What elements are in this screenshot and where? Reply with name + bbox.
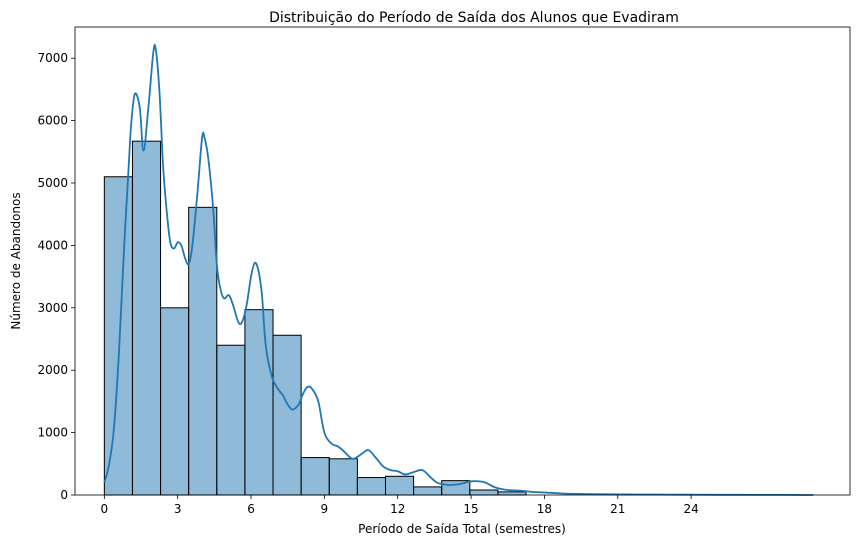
- x-tick-label: 9: [321, 502, 329, 516]
- histogram-bar: [188, 206, 218, 496]
- histogram-bar: [131, 140, 162, 496]
- histogram-bar: [413, 486, 443, 496]
- x-tick-label: 21: [610, 502, 625, 516]
- x-tick-label: 18: [537, 502, 552, 516]
- histogram-bar: [497, 491, 527, 496]
- y-tick-label: 1000: [37, 426, 68, 440]
- plot-border: [74, 26, 851, 496]
- y-axis: 0 1000 2000 3000 4000 5000 6000 7000: [37, 51, 75, 502]
- histogram-bar: [216, 344, 246, 496]
- histogram-bar: [272, 334, 302, 496]
- histogram-bar: [328, 458, 358, 496]
- y-tick-label: 3000: [37, 301, 68, 315]
- histogram-bar: [384, 475, 415, 496]
- kde-line: [103, 44, 814, 496]
- histogram-bar: [356, 477, 386, 496]
- x-tick-label: 12: [390, 502, 405, 516]
- x-tick-label: 24: [683, 502, 698, 516]
- x-tick-label: 6: [247, 502, 255, 516]
- histogram-bar: [103, 176, 133, 496]
- x-tick-label: 0: [101, 502, 109, 516]
- x-axis: 0 3 6 9 12 15 18 21 24: [101, 495, 699, 516]
- y-tick-label: 7000: [37, 51, 68, 65]
- y-tick-label: 0: [60, 488, 68, 502]
- histogram-bar: [244, 309, 274, 496]
- y-tick-label: 6000: [37, 114, 68, 128]
- plot-area: [74, 26, 851, 496]
- histogram-bar: [300, 457, 330, 496]
- chart-title: Distribuição do Período de Saída dos Alu…: [269, 10, 679, 26]
- y-tick-label: 2000: [37, 363, 68, 377]
- y-axis-label: Número de Abandonos: [9, 192, 23, 329]
- y-tick-label: 4000: [37, 238, 68, 252]
- histogram-bar: [469, 489, 499, 496]
- x-tick-label: 15: [463, 502, 478, 516]
- x-tick-label: 3: [174, 502, 182, 516]
- x-axis-label: Período de Saída Total (semestres): [358, 522, 566, 536]
- histogram-bars: [103, 140, 527, 496]
- y-tick-label: 5000: [37, 176, 68, 190]
- histogram-bar: [160, 307, 190, 496]
